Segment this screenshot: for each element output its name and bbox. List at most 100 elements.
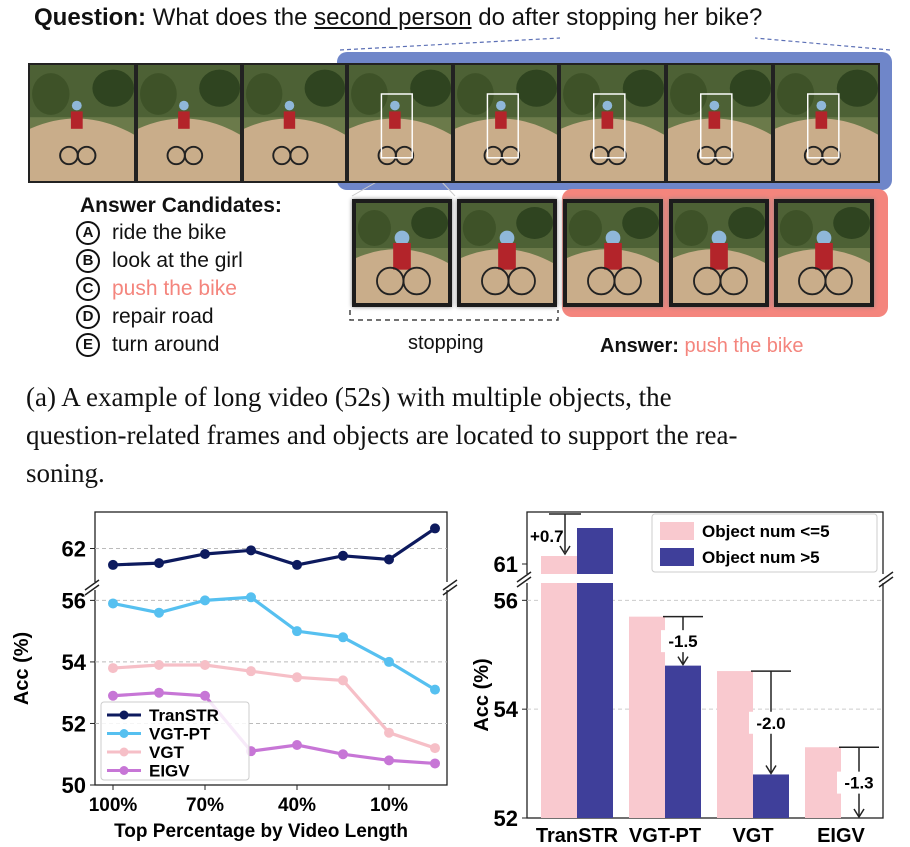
candidate-text: push the bike	[112, 277, 237, 300]
zoomed-object-frame	[457, 199, 557, 307]
axis-break-mark	[442, 584, 458, 596]
candidate-text: repair road	[112, 305, 214, 328]
annotation-label: -2.0	[756, 714, 785, 733]
candidate-letter-icon: B	[76, 249, 100, 274]
y-tick-label: 62	[62, 537, 86, 562]
data-point	[108, 690, 118, 701]
bar	[753, 774, 789, 818]
video-frame	[28, 63, 136, 183]
y-tick-label: 54	[62, 650, 87, 675]
video-frame	[347, 63, 453, 183]
candidate-text: look at the girl	[112, 249, 243, 272]
legend-marker	[119, 729, 129, 738]
annotation-arrowhead	[853, 808, 865, 819]
candidate-letter-icon: C	[76, 277, 100, 302]
y-axis-label: Acc (%)	[471, 658, 493, 731]
video-frame	[136, 63, 242, 183]
data-point	[292, 740, 302, 750]
annotation-label-bg	[749, 711, 793, 734]
data-point	[154, 660, 164, 670]
series-line	[112, 663, 436, 750]
legend-swatch	[660, 548, 694, 566]
legend-label: TranSTR	[149, 706, 219, 725]
axis-break-gap	[89, 582, 453, 590]
zoomed-object-frame	[563, 199, 663, 307]
data-point	[338, 675, 348, 686]
candidate-text: ride the bike	[112, 221, 227, 244]
candidate-letter-icon: A	[76, 221, 100, 246]
data-point	[200, 595, 210, 606]
video-frame	[453, 63, 559, 183]
data-point	[246, 592, 256, 603]
axis-break-gap	[521, 574, 889, 583]
figure-caption: (a) A example of long video (52s) with m…	[26, 382, 738, 488]
x-tick-label: VGT	[732, 825, 773, 847]
x-tick-label: EIGV	[817, 825, 865, 847]
data-point	[200, 548, 210, 559]
axis-break-mark	[878, 571, 894, 583]
data-point	[430, 523, 440, 534]
candidate-letter-icon: D	[76, 305, 100, 330]
data-point	[154, 687, 164, 698]
data-point	[338, 550, 348, 561]
data-point	[292, 559, 302, 570]
x-tick-label: TranSTR	[536, 825, 619, 847]
data-point	[384, 656, 394, 667]
bar	[541, 556, 577, 818]
series-line	[112, 691, 436, 766]
y-axis-label: Acc (%)	[11, 632, 33, 705]
video-frame	[773, 63, 880, 183]
x-tick-label: 10%	[370, 795, 408, 816]
data-point	[338, 632, 348, 643]
question-highlight: second person	[314, 4, 472, 31]
bar	[805, 747, 841, 818]
annotation-label-bg	[661, 630, 705, 653]
annotation-arrowhead	[765, 765, 777, 775]
legend-label: VGT-PT	[149, 725, 211, 744]
video-frame	[242, 63, 347, 183]
zoomed-object-frame	[352, 199, 452, 307]
data-point	[384, 554, 394, 565]
data-point	[154, 558, 164, 569]
y-tick-label: 52	[62, 711, 86, 736]
answer-candidates-title: Answer Candidates:	[80, 194, 282, 217]
axis-break-mark	[442, 579, 458, 591]
legend-marker	[119, 747, 129, 757]
annotation-arrowhead	[677, 656, 689, 667]
x-tick-label: VGT-PT	[629, 825, 701, 847]
axis-break-mark	[84, 584, 100, 596]
y-tick-label: 54	[494, 697, 519, 722]
axis-break-mark	[516, 576, 532, 588]
y-tick-label: 56	[62, 588, 86, 613]
candidate-text: turn around	[112, 333, 220, 356]
data-point	[154, 607, 164, 618]
zoomed-object-frame	[774, 199, 874, 307]
data-point	[430, 758, 440, 769]
data-point	[430, 684, 440, 695]
legend	[651, 513, 878, 573]
data-point	[108, 598, 118, 609]
bar	[665, 665, 701, 818]
legend-marker	[119, 766, 129, 775]
axis-break-mark	[878, 576, 894, 588]
legend-marker	[119, 710, 129, 720]
data-point	[384, 727, 394, 738]
video-frame	[666, 63, 773, 183]
video-frame	[559, 63, 666, 183]
bar-chart: 61 52 54 56 Acc (%) TranSTR VGT-PT VGT EIGV +0.7 -…	[471, 511, 894, 847]
annotation-label: -1.3	[844, 774, 873, 793]
bar	[577, 528, 613, 818]
y-tick-label: 61	[494, 552, 518, 577]
legend-swatch	[660, 522, 694, 540]
x-tick-label: 40%	[278, 795, 316, 816]
x-tick-label: 100%	[89, 795, 138, 816]
answer-label: Answer: push the bike	[600, 335, 804, 357]
data-point	[384, 755, 394, 766]
line-chart: 62 50 52 54 56 100% 70% 40% 10% Top Percentage by…	[11, 511, 458, 842]
bar	[717, 671, 753, 818]
annotation-arrowhead	[559, 545, 571, 556]
